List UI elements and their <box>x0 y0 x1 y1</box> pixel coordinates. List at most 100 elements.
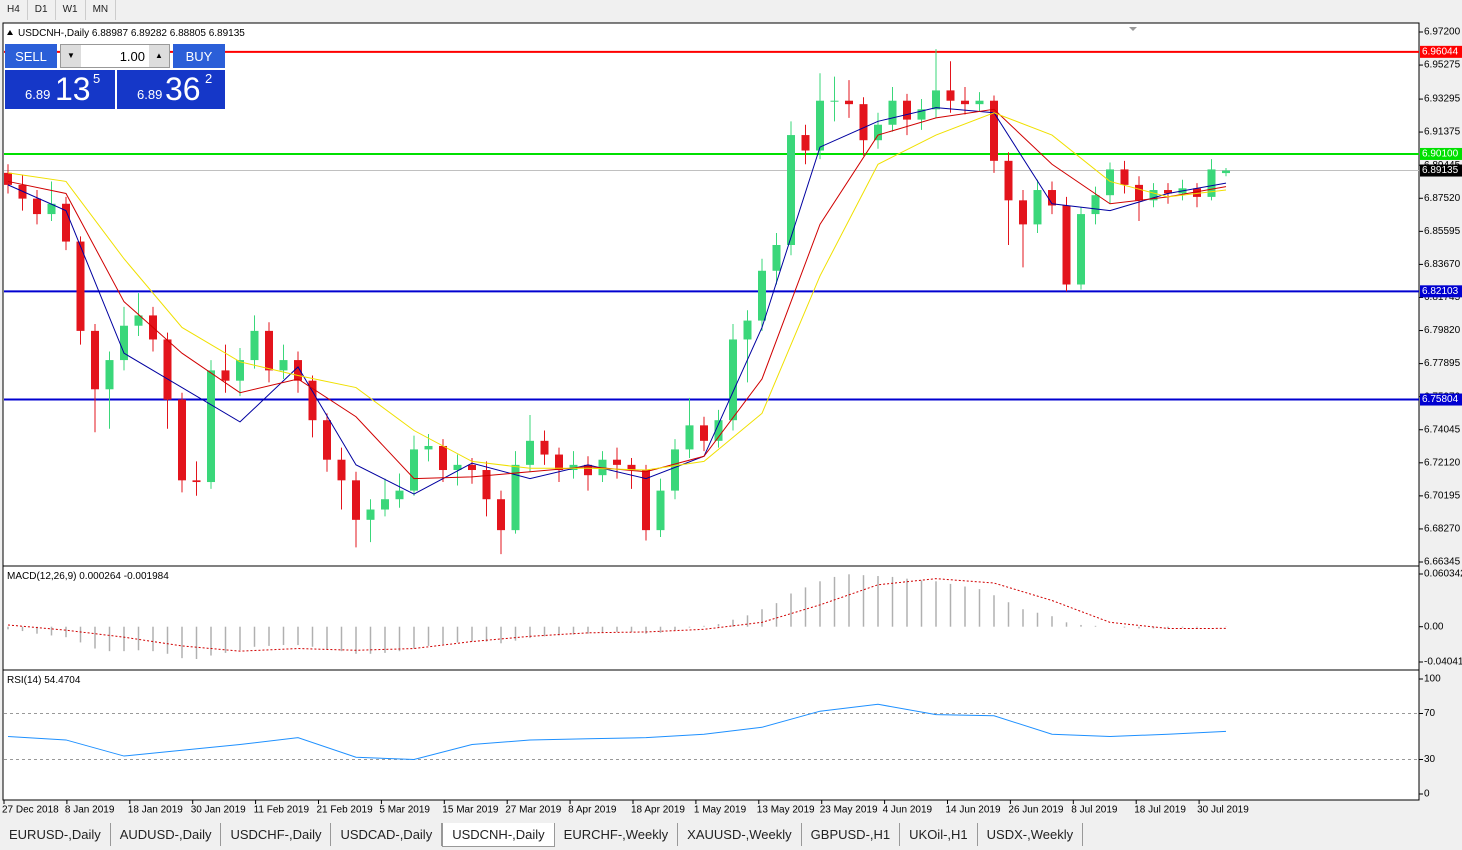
chart-tab[interactable]: USDCHF-,Daily <box>221 823 332 846</box>
x-tick-label: 30 Jul 2019 <box>1197 805 1249 816</box>
buy-button[interactable]: BUY <box>173 44 225 68</box>
y-tick-label: 6.74045 <box>1424 424 1461 435</box>
candle-body <box>555 454 563 471</box>
candle-body <box>33 198 41 215</box>
trade-panel: SELL ▼ 1.00 ▲ BUY 6.89 13 5 6.89 36 2 <box>5 44 225 109</box>
candle-body <box>656 490 665 531</box>
candle-body <box>366 509 375 520</box>
candle-body <box>584 464 592 476</box>
candle-body <box>1222 170 1230 174</box>
candle-body <box>250 330 259 361</box>
x-tick-label: 4 Jun 2019 <box>883 805 933 816</box>
candle-body <box>961 100 969 105</box>
candle-body <box>294 360 302 381</box>
candle-body <box>540 440 549 455</box>
ask-price[interactable]: 6.89 36 2 <box>117 70 225 109</box>
chart-tab[interactable]: AUDUSD-,Daily <box>111 823 222 846</box>
candle-body <box>1091 195 1100 215</box>
bid-small: 5 <box>93 71 101 86</box>
timeframe-button[interactable]: H4 <box>0 0 28 20</box>
candle-body <box>1033 190 1042 225</box>
candle-body <box>874 124 882 141</box>
candle-body <box>192 480 201 483</box>
rsi-line <box>7 703 1227 761</box>
candle-body <box>265 330 273 371</box>
y-tick-label: 6.93295 <box>1424 94 1461 105</box>
close: 6.89135 <box>209 28 246 39</box>
x-tick-label: 27 Mar 2019 <box>505 805 562 816</box>
macd-signal-value: -0.001984 <box>124 571 169 582</box>
candle-body <box>453 464 462 471</box>
moving-average <box>7 107 1227 495</box>
candle-body <box>381 499 389 510</box>
candle-body <box>627 464 636 471</box>
y-tick-label: 6.79820 <box>1424 325 1461 336</box>
candle-body <box>1019 200 1027 225</box>
candle-body <box>1106 169 1114 196</box>
lot-up[interactable]: ▲ <box>149 45 169 67</box>
x-tick-label: 26 Jun 2019 <box>1008 805 1063 816</box>
candle-body <box>497 499 505 531</box>
timeframe-button[interactable]: D1 <box>28 0 56 20</box>
candle-body <box>772 244 781 271</box>
y-tick-label: 0.00 <box>1424 621 1444 632</box>
y-tick-label: 6.72120 <box>1424 457 1461 468</box>
y-tick-label: 6.68270 <box>1424 524 1461 535</box>
chart-tab[interactable]: USDX-,Weekly <box>978 823 1084 846</box>
candle-body <box>236 360 244 381</box>
candle-body <box>845 100 853 105</box>
candle-body <box>352 480 360 520</box>
ask-big: 6.89 <box>137 87 163 102</box>
chart-tab[interactable]: EURUSD-,Daily <box>0 823 111 846</box>
chart-tab[interactable]: USDCNH-,Daily <box>442 823 555 847</box>
bid-price[interactable]: 6.89 13 5 <box>5 70 115 109</box>
candle-body <box>903 100 911 120</box>
candle-body <box>178 399 186 481</box>
candle-body <box>424 445 433 450</box>
y-tick-label: 6.95275 <box>1424 60 1461 71</box>
low: 6.88805 <box>170 28 207 39</box>
y-tick-label: 6.66345 <box>1424 557 1461 568</box>
chart-tab[interactable]: XAUUSD-,Weekly <box>678 823 802 846</box>
level-label-box <box>1420 147 1462 160</box>
timeframe-button[interactable]: MN <box>86 0 117 20</box>
x-tick-label: 8 Jan 2019 <box>65 805 115 816</box>
lot-input[interactable]: ▼ 1.00 ▲ <box>60 44 170 68</box>
chart-tab[interactable]: EURCHF-,Weekly <box>555 823 679 846</box>
x-tick-label: 18 Apr 2019 <box>631 805 685 816</box>
x-tick-label: 21 Feb 2019 <box>317 805 374 816</box>
candle-body <box>526 440 534 465</box>
candle-body <box>207 370 215 483</box>
candle-body <box>816 100 824 151</box>
chart-tab[interactable]: USDCAD-,Daily <box>331 823 443 846</box>
candle-body <box>395 490 404 500</box>
y-tick-label: 6.91375 <box>1424 127 1461 138</box>
candle-body <box>990 100 998 161</box>
candle-body <box>888 100 897 125</box>
y-tick-label: 70 <box>1424 708 1436 719</box>
candle-body <box>830 100 839 102</box>
x-tick-label: 11 Feb 2019 <box>254 805 310 816</box>
candle-body <box>758 270 766 321</box>
bid-mid: 13 <box>55 71 91 107</box>
candle-body <box>47 203 56 215</box>
candle-body <box>1077 214 1085 285</box>
candle-body <box>917 109 926 120</box>
ask-small: 2 <box>205 71 213 86</box>
open: 6.88987 <box>92 28 129 39</box>
candle-body <box>700 425 708 441</box>
level-label-box <box>1420 45 1462 58</box>
sell-button[interactable]: SELL <box>5 44 57 68</box>
candle-body <box>221 370 230 381</box>
collapse-icon <box>7 30 13 35</box>
timeframe-button[interactable]: W1 <box>56 0 86 20</box>
chart-tab[interactable]: GBPUSD-,H1 <box>802 823 901 846</box>
lot-down[interactable]: ▼ <box>61 45 81 67</box>
chart-tab[interactable]: UKOil-,H1 <box>900 823 978 846</box>
x-tick-label: 14 Jun 2019 <box>946 805 1001 816</box>
rsi-title: RSI(14) 54.4704 <box>7 675 81 686</box>
x-tick-label: 30 Jan 2019 <box>191 805 246 816</box>
y-tick-label: 6.87520 <box>1424 193 1461 204</box>
candle-body <box>163 339 172 400</box>
